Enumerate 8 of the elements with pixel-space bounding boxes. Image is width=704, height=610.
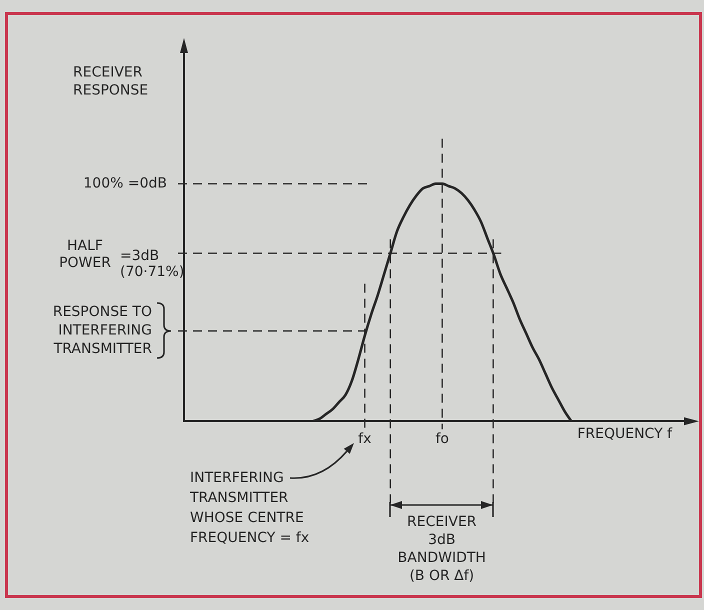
ref-line-label: RESPONSE TO INTERFERING TRANSMITTER: [52, 304, 152, 358]
ref-line-label: 100% =0dB: [83, 175, 167, 192]
text: RECEIVER 3dB BANDWIDTH (B OR Δf): [398, 514, 486, 584]
x-axis-title: FREQUENCY f: [577, 426, 674, 442]
x-tick-label: fo: [435, 431, 449, 448]
x-tick-label: fx: [358, 431, 372, 448]
text: INTERFERING TRANSMITTER WHOSE CENTRE FREQUENCY = fx: [189, 470, 310, 546]
y-axis-title: RECEIVER RESPONSE: [73, 64, 148, 99]
